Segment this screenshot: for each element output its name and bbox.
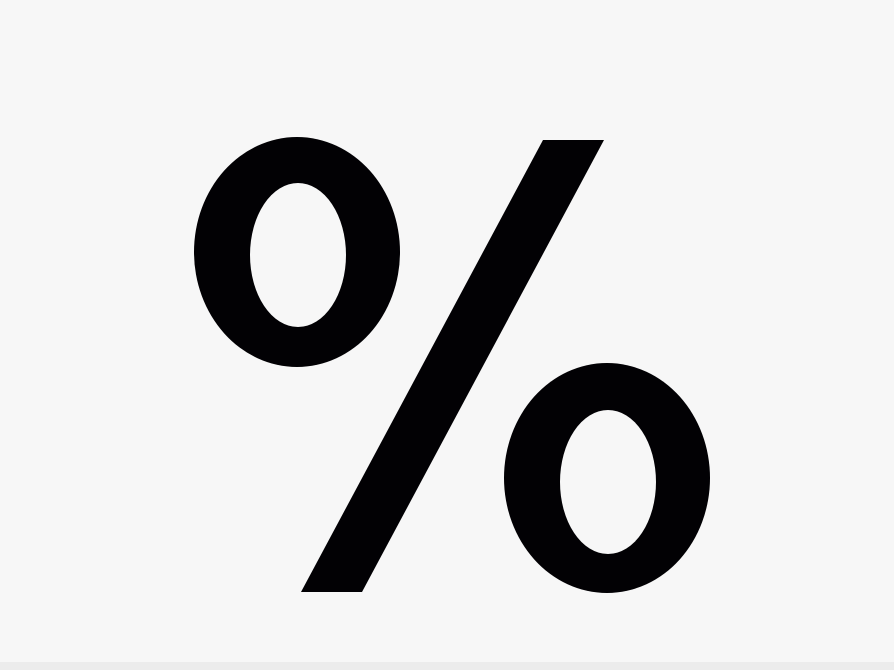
percent-lower-circle <box>504 363 710 593</box>
percent-upper-circle <box>194 137 400 367</box>
bottom-strip <box>0 662 894 670</box>
percent-slash <box>301 140 604 592</box>
